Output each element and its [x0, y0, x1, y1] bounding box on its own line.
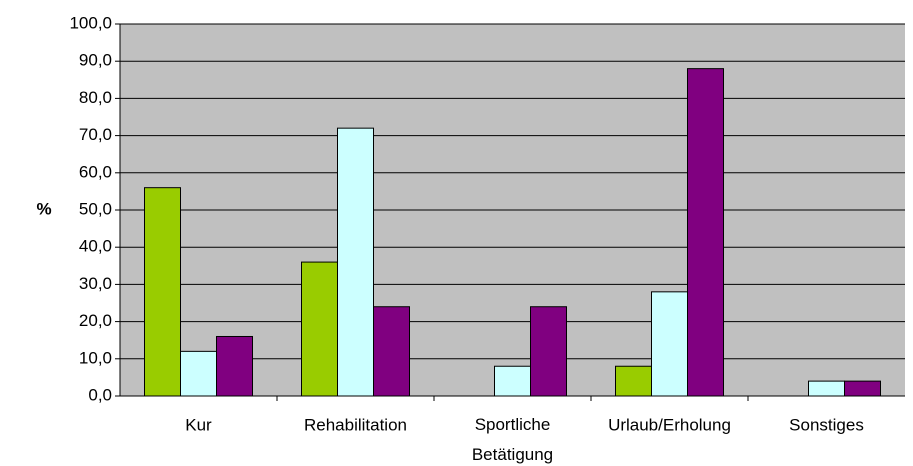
y-tick-label: 40,0 — [79, 237, 112, 256]
bar — [373, 306, 410, 397]
y-tick-label: 90,0 — [79, 51, 112, 70]
y-tick-label: 70,0 — [79, 125, 112, 144]
bar — [337, 127, 374, 397]
bar — [808, 380, 845, 397]
y-tick-label: 30,0 — [79, 274, 112, 293]
y-axis-label: % — [36, 199, 51, 218]
x-tick-label: Rehabilitation — [304, 415, 407, 434]
bar — [615, 365, 652, 397]
x-tick-label: Urlaub/Erholung — [608, 415, 731, 434]
bar — [180, 350, 217, 397]
x-tick-label: Sportliche Betätigung — [472, 415, 553, 464]
bar — [844, 380, 881, 397]
y-tick-label: 60,0 — [79, 162, 112, 181]
x-tick-label: Kur — [185, 415, 212, 434]
bar — [301, 261, 338, 397]
y-tick-label: 80,0 — [79, 88, 112, 107]
bar — [651, 291, 688, 397]
y-tick-label: 20,0 — [79, 311, 112, 330]
y-tick-label: 10,0 — [79, 348, 112, 367]
y-tick-label: 100,0 — [69, 13, 112, 32]
bar — [144, 187, 181, 397]
bar — [530, 306, 567, 397]
bar — [216, 335, 253, 397]
bar — [687, 68, 724, 397]
x-tick-label: Sonstiges — [789, 415, 864, 434]
y-tick-label: 0,0 — [88, 385, 112, 404]
bar — [494, 365, 531, 397]
y-tick-label: 50,0 — [79, 199, 112, 218]
